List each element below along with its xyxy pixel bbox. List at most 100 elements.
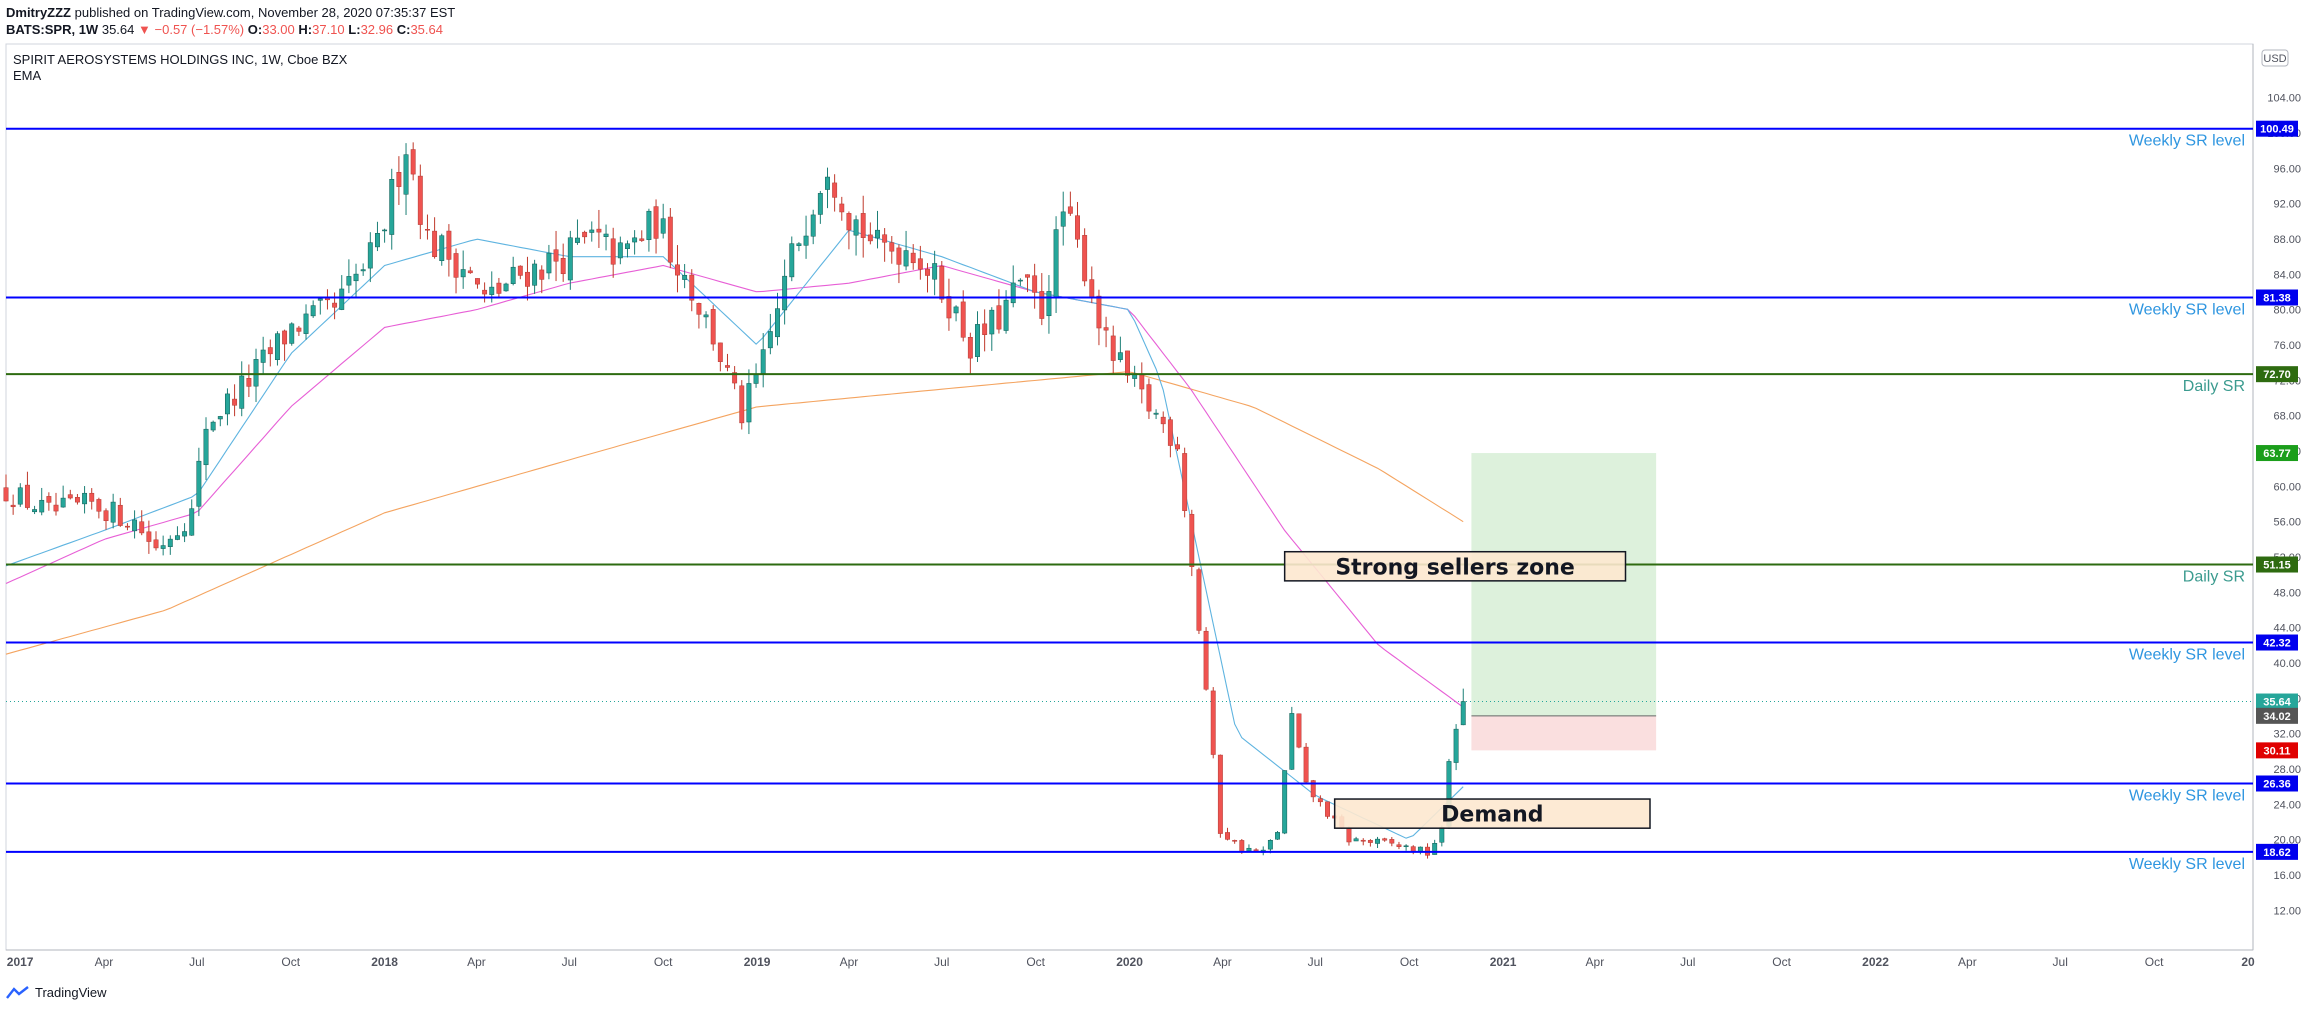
candle-down (1125, 350, 1130, 376)
candle-up (510, 266, 516, 284)
time-tick-label: Oct (281, 955, 300, 969)
candle-down (1367, 840, 1373, 843)
candle-down (232, 398, 238, 406)
change-down-icon: ▼ (138, 22, 151, 37)
candle-up (196, 460, 202, 507)
candle-up (203, 428, 209, 466)
time-tick-label: Jul (1308, 955, 1323, 969)
candle-down (10, 504, 16, 508)
footer-brand[interactable]: TradingView (6, 985, 107, 1000)
candle-up (260, 349, 266, 363)
candle-up (660, 218, 666, 234)
candle-up (110, 501, 116, 523)
candle-down (53, 504, 59, 512)
author-name[interactable]: DmitryZZZ (6, 5, 71, 20)
candle-down (896, 247, 902, 265)
candle-up (1053, 229, 1059, 298)
indicator-name[interactable]: EMA (13, 68, 42, 83)
candle-down (917, 258, 923, 270)
candle-up (853, 219, 859, 236)
candle-down (1303, 746, 1309, 783)
time-tick-label: 2021 (1490, 955, 1517, 969)
candle-down (1175, 444, 1180, 450)
candle-down (1146, 384, 1152, 412)
candle-up (317, 298, 323, 301)
candle-up (182, 531, 188, 537)
last-price: 35.64 (101, 22, 135, 37)
price-tick-label: 68.00 (2273, 411, 2301, 423)
level-price-tag (2256, 843, 2298, 860)
candle-down (910, 252, 916, 264)
candle-down (425, 229, 430, 231)
demand-zone (1333, 798, 1651, 829)
candle-down (446, 230, 452, 260)
time-tick-label: Apr (467, 955, 486, 969)
level-price-tag-text: 100.49 (2260, 124, 2294, 136)
candle-up (17, 487, 23, 505)
candle-down (1103, 327, 1109, 331)
stop-loss-area (1471, 715, 1657, 751)
candle-down (560, 258, 566, 275)
time-axis[interactable]: 2017 Apr Jul Oct 2018 Apr Jul Oct 2019 Apr Jul Oct 2… (7, 955, 2255, 969)
candle-up (389, 179, 395, 235)
candle-up (1439, 826, 1445, 843)
ohlc-line: BATS:SPR, 1W 35.64 ▼ −0.57 (−1.57%) O:33… (6, 21, 455, 38)
sr-level-label: Daily SR (2183, 378, 2245, 395)
candle-down (139, 521, 145, 534)
candle-up (567, 237, 573, 281)
time-tick-label: Apr (1958, 955, 1977, 969)
time-tick-label: Apr (840, 955, 859, 969)
candle-down (89, 492, 95, 502)
candle-down (960, 301, 966, 338)
candle-down (146, 531, 152, 542)
price-tag-text: 34.02 (2263, 711, 2291, 723)
time-tick-label: 2018 (371, 955, 398, 969)
candle-up (1060, 211, 1066, 227)
level-price-tag (2256, 366, 2298, 383)
candle-up (1010, 282, 1016, 304)
candle-down (1225, 832, 1230, 840)
time-tick-label: Apr (1586, 955, 1605, 969)
candle-down (639, 238, 645, 241)
price-tick-label: 16.00 (2273, 870, 2301, 882)
candle-down (846, 213, 852, 231)
price-tick-label: 56.00 (2273, 517, 2301, 529)
candle-up (932, 263, 938, 280)
sr-level-label: Weekly SR level (2129, 647, 2245, 664)
candle-down (1096, 295, 1102, 329)
candle-up (439, 235, 445, 261)
candle-down (717, 342, 723, 362)
candle-down (1203, 630, 1209, 690)
level-price-tag-text: 72.70 (2263, 369, 2291, 381)
price-axis[interactable]: 12.0016.0020.0024.0028.0032.0036.0040.00… (2267, 93, 2301, 918)
candle-down (1296, 713, 1302, 748)
candle-up (210, 421, 216, 431)
candle-up (789, 243, 795, 278)
price-tick-label: 48.00 (2273, 587, 2301, 599)
candle-down (453, 253, 459, 278)
price-tick-label: 96.00 (2273, 163, 2301, 175)
sr-level-label: Daily SR (2183, 569, 2245, 586)
time-tick-label: Oct (2145, 955, 2164, 969)
candle-up (646, 210, 652, 240)
candle-up (367, 242, 373, 269)
candle-down (996, 305, 1002, 330)
candle-up (489, 286, 495, 295)
level-price-tag (2256, 775, 2298, 792)
candle-up (60, 497, 66, 508)
price-tag-text: 63.77 (2263, 448, 2291, 460)
price-tag-text: 35.64 (2263, 697, 2291, 709)
candle-up (1289, 713, 1295, 770)
candle-up (589, 229, 595, 233)
ema-slow-line (5, 371, 1464, 655)
symbol-label: BATS:SPR, 1W (6, 22, 99, 37)
candle-up (32, 509, 38, 513)
level-price-tag-text: 42.32 (2263, 638, 2291, 650)
candle-up (1275, 832, 1280, 840)
candle-up (625, 243, 630, 249)
candle-up (1375, 838, 1380, 844)
candle-down (689, 274, 695, 301)
chart-header: DmitryZZZ published on TradingView.com, … (6, 4, 455, 38)
currency-badge[interactable]: USD (2261, 49, 2289, 67)
